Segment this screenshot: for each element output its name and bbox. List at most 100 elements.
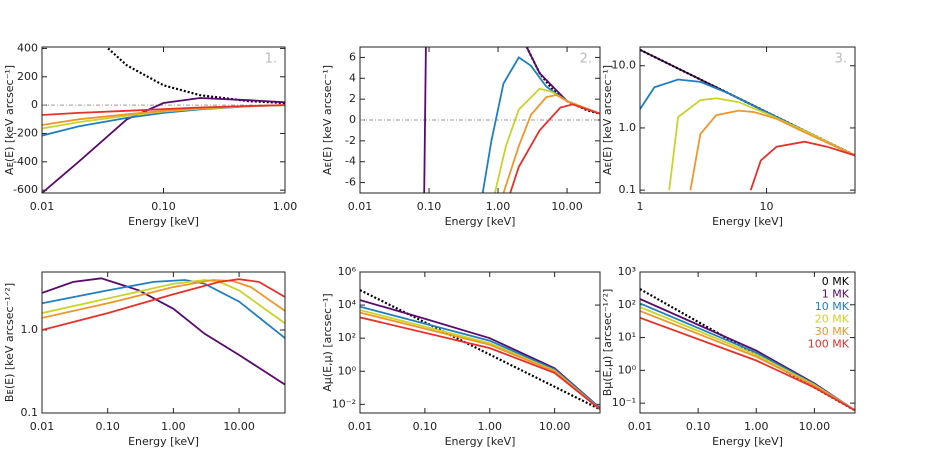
panel: 0.01 0.10 1.00 10.00 10⁻¹ 10⁰ 10¹ 10² 10³ 0 MK1 M…: [601, 265, 856, 448]
legend-entry: 20 MK: [815, 313, 850, 326]
series-line: [749, 140, 855, 191]
x-tick-label: 1: [637, 200, 644, 213]
series-line: [42, 97, 285, 193]
y-tick-label: -4: [345, 155, 356, 168]
y-axis-label: Bμ(E,μ) [arcsec⁻¹ᐟ²]: [601, 289, 614, 397]
series-line: [42, 277, 285, 386]
y-tick-label: 10⁻¹: [612, 396, 636, 409]
y-tick-label: 10¹: [618, 331, 636, 344]
series-line: [494, 87, 600, 193]
y-tick-label: 10⁰: [338, 364, 357, 377]
series-line: [360, 309, 600, 410]
x-tick-label: 0.10: [95, 420, 120, 433]
x-tick-label: 0.01: [348, 200, 373, 213]
x-tick-label: 0.01: [30, 200, 55, 213]
x-tick-label: 1.00: [273, 200, 298, 213]
series-line: [42, 279, 285, 325]
series-line: [640, 78, 855, 157]
y-tick-label: 0.1: [21, 406, 39, 419]
panel: 0.01 0.10 1.00 10.00 10⁻² 10⁰ 10² 10⁴ 10⁶ Energy …: [321, 265, 601, 448]
series-line: [360, 316, 600, 411]
x-tick-label: 0.10: [417, 200, 442, 213]
x-tick-label: 0.01: [30, 420, 55, 433]
series-line: [502, 94, 600, 193]
y-tick-label: 0.1: [619, 183, 637, 196]
y-tick-label: -600: [13, 183, 38, 196]
y-tick-label: 6: [349, 50, 356, 63]
y-tick-label: 0: [31, 98, 38, 111]
x-tick-label: 0.01: [628, 420, 653, 433]
x-axis-label: Energy [keV]: [712, 215, 783, 228]
plot-frame: [359, 46, 601, 194]
x-tick-label: 1.00: [478, 420, 503, 433]
x-tick-label: 0.01: [348, 420, 373, 433]
series-line: [107, 47, 285, 105]
plot-frame: [639, 271, 856, 414]
x-tick-label: 1.00: [486, 200, 511, 213]
y-tick-label: 10²: [618, 298, 636, 311]
panel-label: 1.: [265, 52, 277, 67]
y-tick-label: 1.0: [21, 323, 39, 336]
y-axis-label: Aμ(E,μ) [arcsec⁻¹]: [321, 293, 334, 391]
legend-entry: 100 MK: [808, 338, 850, 351]
legend-entry: 0 MK: [822, 275, 850, 288]
panel: 1 10 0.1 1.0 10.0 3. Energy [keV] Aᴇ(E) [keV ar…: [601, 46, 856, 228]
series-line: [668, 97, 855, 191]
legend-entry: 10 MK: [815, 300, 850, 313]
series-line: [509, 103, 600, 193]
x-tick-label: 0.10: [151, 200, 176, 213]
y-tick-label: -6: [345, 176, 356, 189]
y-tick-label: 200: [17, 70, 38, 83]
panel: 0.01 0.10 1.00 10.00 0.1 1.0 Energy [keV] Bᴇ(E)…: [3, 271, 286, 448]
y-tick-label: 10⁰: [618, 363, 637, 376]
x-tick-label: 1.00: [161, 420, 186, 433]
x-axis-label: Energy [keV]: [128, 435, 199, 448]
legend-entry: 1 MK: [822, 288, 850, 301]
panel-label: 3.: [835, 52, 847, 67]
series-line: [42, 279, 285, 339]
x-axis-label: Energy [keV]: [445, 435, 516, 448]
y-tick-label: 4: [349, 71, 356, 84]
x-tick-label: 10: [760, 200, 774, 213]
y-tick-label: 10.0: [612, 59, 637, 72]
x-tick-label: 10.00: [539, 420, 571, 433]
panel: 0.01 0.10 1.00 -600 -400 -200 0 200 400 1. Energy …: [3, 41, 297, 228]
y-tick-label: 10⁴: [338, 298, 357, 311]
y-axis-label: Aᴇ(E) [keV arcsec⁻¹]: [3, 65, 16, 175]
y-tick-label: -2: [345, 134, 356, 147]
y-tick-label: 2: [349, 92, 356, 105]
y-tick-label: 10⁶: [338, 265, 357, 278]
panel: 0.01 0.10 1.00 10.00 -6 -4 -2 0 2 4 6 2. Energy [keV…: [321, 46, 601, 228]
x-tick-label: 10.00: [799, 420, 831, 433]
series-line: [42, 104, 285, 116]
x-tick-label: 1.00: [744, 420, 769, 433]
y-tick-label: -200: [13, 126, 38, 139]
x-axis-label: Energy [keV]: [128, 215, 199, 228]
x-tick-label: 10.00: [223, 420, 255, 433]
legend-entry: 30 MK: [815, 325, 850, 338]
y-tick-label: 0: [349, 113, 356, 126]
y-tick-label: 1.0: [619, 121, 637, 134]
x-tick-label: 10.00: [551, 200, 583, 213]
y-axis-label: Aᴇ(E) [keV arcsec⁻¹]: [601, 65, 614, 175]
series-line: [689, 109, 855, 191]
plot-frame: [639, 46, 856, 194]
plot-frame: [359, 271, 601, 414]
y-tick-label: -400: [13, 155, 38, 168]
plot-frame: [41, 46, 286, 194]
y-tick-label: 10²: [338, 331, 356, 344]
x-axis-label: Energy [keV]: [445, 215, 516, 228]
series-line: [42, 278, 285, 331]
panel-label: 2.: [580, 52, 592, 67]
series-line: [360, 305, 600, 409]
y-tick-label: 10³: [618, 265, 636, 278]
series-line: [360, 311, 600, 410]
x-tick-label: 0.10: [413, 420, 438, 433]
y-axis-label: Aᴇ(E) [keV arcsec⁻¹]: [321, 65, 334, 175]
y-axis-label: Bᴇ(E) [keV arcsec⁻¹ᐟ²]: [3, 283, 16, 402]
x-axis-label: Energy [keV]: [712, 435, 783, 448]
plot-frame: [41, 271, 286, 414]
y-tick-label: 400: [17, 41, 38, 54]
series-line: [42, 279, 285, 319]
